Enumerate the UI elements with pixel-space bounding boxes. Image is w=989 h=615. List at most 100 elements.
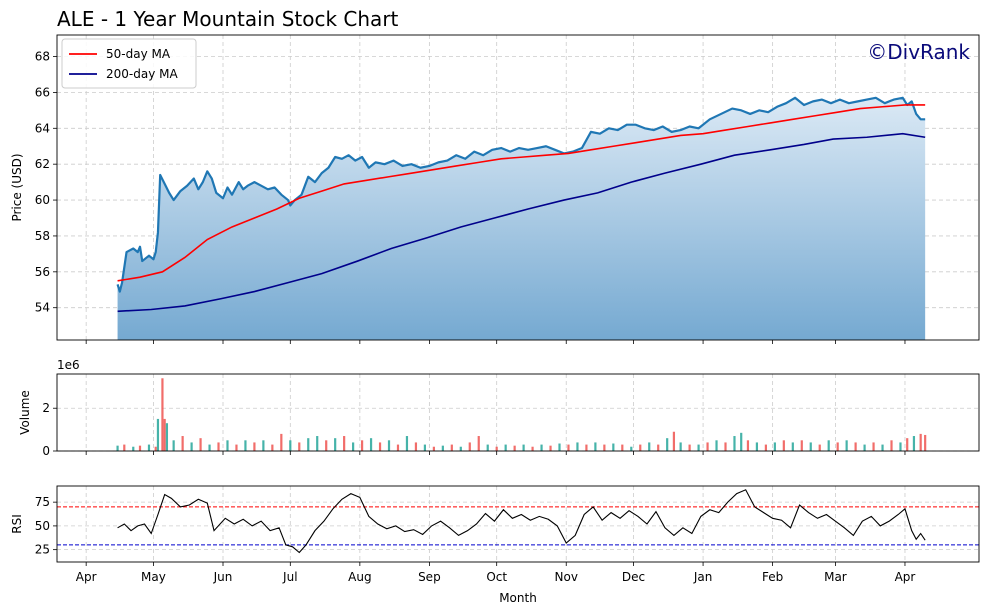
volume-bar: [809, 442, 812, 451]
volume-bar: [163, 418, 166, 451]
volume-bar: [172, 440, 175, 451]
volume-bar: [585, 444, 588, 451]
chart-title: ALE - 1 Year Mountain Stock Chart: [57, 7, 399, 31]
volume-bar: [549, 445, 552, 451]
volume-bar: [405, 436, 409, 451]
price-mountain-area: [117, 97, 926, 340]
y-tick-label: 64: [35, 121, 50, 135]
volume-bar: [468, 442, 471, 451]
volume-bar: [334, 438, 337, 451]
volume-bar: [733, 436, 736, 451]
volume-bar: [567, 444, 570, 451]
x-tick-label: Nov: [555, 570, 578, 584]
legend-label-ma50: 50-day MA: [106, 47, 171, 61]
y-tick-label: 58: [35, 229, 50, 243]
x-tick-label: May: [141, 570, 166, 584]
volume-bar: [863, 444, 866, 451]
volume-bar: [881, 444, 884, 451]
volume-bar: [387, 440, 391, 451]
legend-label-ma200: 200-day MA: [106, 67, 178, 81]
volume-bar: [244, 440, 247, 451]
legend-box: [61, 38, 197, 89]
volume-bar: [486, 444, 489, 451]
volume-bar: [773, 442, 776, 451]
volume-bar: [531, 446, 534, 451]
volume-bar: [679, 442, 682, 451]
volume-bar: [147, 444, 151, 451]
y-tick-label: 0: [42, 444, 50, 458]
x-tick-label: Sep: [418, 570, 441, 584]
volume-bar: [504, 444, 507, 451]
volume-bar: [558, 443, 561, 451]
x-axis-labels: Apr May Jun Jul Aug Sep Oct Nov Dec Jan Feb Mar Apr: [76, 570, 916, 584]
volume-bar: [782, 440, 785, 451]
ma50-line: [117, 104, 926, 282]
volume-bar: [226, 440, 229, 451]
volume-grid: 02: [42, 374, 979, 458]
volume-offset-label: 1e6: [57, 358, 80, 372]
x-tick-label: Aug: [348, 570, 371, 584]
volume-bar: [181, 436, 184, 451]
volume-bar: [459, 446, 462, 451]
volume-bar: [116, 445, 119, 451]
volume-bar: [199, 438, 202, 451]
volume-bar: [495, 446, 498, 451]
volume-bar: [924, 434, 927, 451]
volume-bar: [666, 438, 669, 451]
volume-bar: [289, 440, 292, 451]
y-tick-label: 25: [35, 543, 50, 557]
volume-bar: [906, 438, 909, 451]
volume-bar: [307, 438, 310, 451]
volume-bar: [827, 440, 830, 451]
volume-bar: [872, 442, 875, 451]
volume-bar: [740, 432, 743, 451]
rsi-grid: 25 50 75: [35, 486, 979, 566]
y-tick-label: 60: [35, 193, 50, 207]
volume-bar: [836, 442, 839, 451]
price-panel-frame: [56, 34, 980, 341]
volume-bar: [800, 440, 803, 451]
volume-bar: [603, 444, 606, 451]
x-tick-label: Jun: [213, 570, 233, 584]
rsi-y-axis-label: RSI: [10, 514, 24, 534]
volume-bar: [522, 444, 525, 451]
rsi-line: [117, 489, 926, 554]
volume-bar: [688, 444, 691, 451]
y-tick-label: 54: [35, 301, 50, 315]
volume-bar: [396, 444, 400, 451]
volume-bar: [912, 436, 916, 451]
x-tick-label: Mar: [824, 570, 847, 584]
y-tick-label: 62: [35, 157, 50, 171]
price-line: [116, 96, 926, 293]
volume-bar: [316, 436, 319, 451]
volume-bar: [369, 438, 373, 451]
volume-bar: [672, 431, 676, 451]
volume-bar: [441, 445, 444, 451]
y-tick-label: 56: [35, 265, 50, 279]
volume-bar: [715, 440, 718, 451]
volume-bar: [755, 442, 759, 451]
volume-bar: [262, 440, 265, 451]
volume-bar: [138, 445, 142, 451]
volume-bar: [132, 446, 135, 451]
y-tick-label: 2: [42, 401, 50, 415]
x-tick-label: Dec: [622, 570, 645, 584]
volume-bar: [540, 444, 543, 451]
volume-bar: [621, 444, 624, 451]
ma200-line: [117, 132, 926, 313]
volume-bar: [513, 445, 516, 451]
volume-panel-frame: [56, 373, 980, 452]
price-y-axis-label: Price (USD): [10, 153, 24, 221]
volume-bar: [594, 442, 597, 451]
volume-bar: [298, 442, 301, 451]
x-tick-label: Feb: [762, 570, 783, 584]
volume-bar: [360, 440, 364, 451]
volume-bar: [899, 442, 902, 451]
volume-bar: [919, 433, 922, 451]
volume-bar: [890, 440, 893, 451]
x-tick-label: Jul: [282, 570, 297, 584]
volume-bar: [854, 442, 857, 451]
volume-bar: [208, 444, 211, 451]
